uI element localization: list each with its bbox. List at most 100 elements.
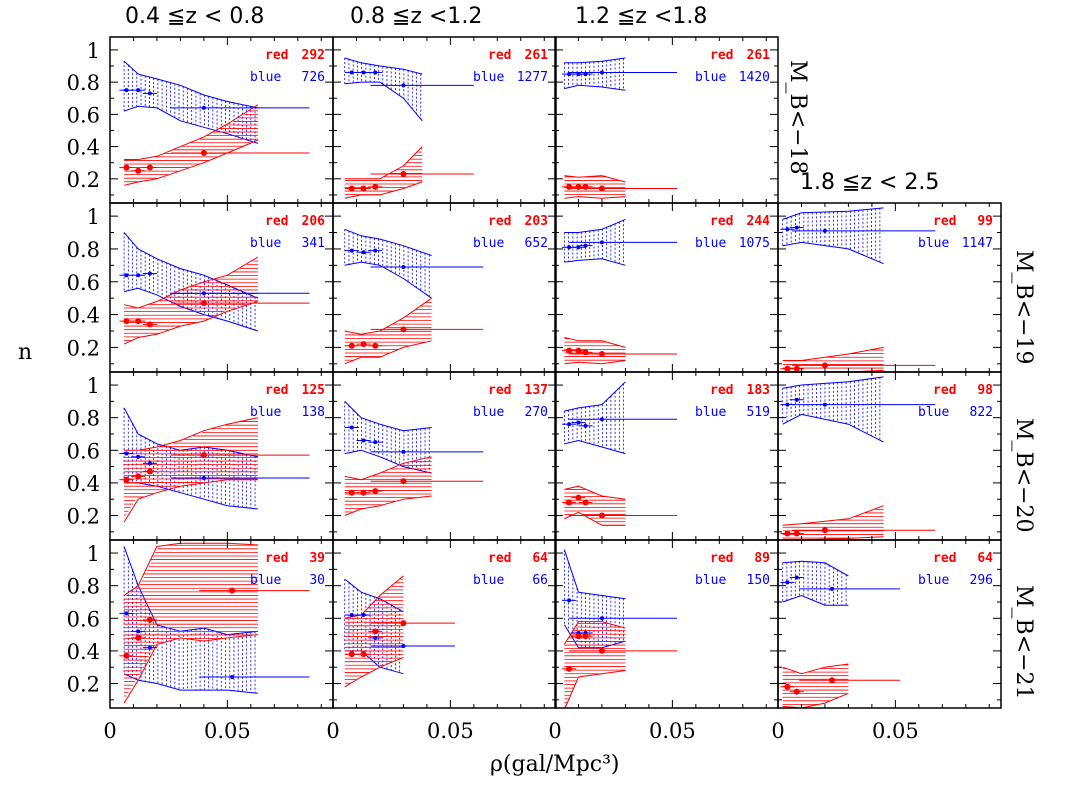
blue-data-point <box>794 575 799 580</box>
red-label: red <box>488 551 511 566</box>
blue-label: blue <box>918 236 949 251</box>
red-data-point <box>566 347 573 354</box>
blue-data-point <box>401 449 406 454</box>
red-data-point <box>372 342 379 349</box>
red-count: 64 <box>532 551 548 566</box>
red-count: 183 <box>747 383 770 398</box>
blue-data-point <box>147 645 152 650</box>
blue-count: 1075 <box>739 236 770 251</box>
red-band-upper <box>782 505 884 526</box>
blue-count: 726 <box>302 70 325 85</box>
red-data-point <box>135 167 142 174</box>
red-label: red <box>933 214 956 229</box>
red-data-point <box>566 665 573 672</box>
red-band <box>344 456 432 516</box>
red-band <box>564 485 626 526</box>
red-band <box>563 621 626 708</box>
red-band-lower <box>123 634 258 704</box>
blue-count: 296 <box>970 573 993 588</box>
blue-data-point <box>794 397 799 402</box>
blue-data-point <box>785 227 790 232</box>
y-tick-label: 0.8 <box>67 575 100 599</box>
blue-label: blue <box>918 573 949 588</box>
red-data-point <box>582 633 589 640</box>
red-data-point <box>582 499 589 506</box>
red-data-point <box>360 341 367 348</box>
red-data-point <box>146 468 153 475</box>
blue-data-point <box>230 675 235 680</box>
red-band-upper <box>344 146 423 180</box>
y-tick-label: 0.2 <box>67 505 100 529</box>
blue-data-point <box>136 454 141 459</box>
blue-data-point <box>349 248 354 253</box>
red-data-point <box>360 185 367 192</box>
red-band-upper <box>124 417 259 451</box>
blue-label: blue <box>695 573 726 588</box>
blue-data-point <box>576 245 581 250</box>
x-tick-label: 0.05 <box>872 719 919 743</box>
x-tick-label: 0.05 <box>427 719 474 743</box>
red-data-point <box>598 647 605 654</box>
x-tick-label: 0 <box>771 719 784 743</box>
blue-data-point <box>361 613 366 618</box>
blue-data-point <box>822 402 827 407</box>
blue-band-lower <box>564 84 626 91</box>
red-count: 261 <box>747 48 771 63</box>
blue-count: 652 <box>525 236 548 251</box>
x-tick-label: 0 <box>103 719 116 743</box>
blue-count: 1420 <box>739 70 770 85</box>
panel-r2-c1 <box>119 232 310 345</box>
panel-r4-c3 <box>562 549 678 708</box>
blue-data-point <box>361 70 366 75</box>
blue-band-upper <box>782 376 884 389</box>
red-data-point <box>200 150 207 157</box>
blue-data-point <box>147 91 152 96</box>
red-data-point <box>566 499 573 506</box>
blue-count: 519 <box>747 405 770 420</box>
panel-r4-c1 <box>119 542 310 704</box>
red-data-point <box>598 512 605 519</box>
red-count: 203 <box>525 214 548 229</box>
red-count: 64 <box>977 551 993 566</box>
blue-band-lower <box>782 413 884 443</box>
blue-data-point <box>576 420 581 425</box>
blue-band-upper <box>564 57 626 64</box>
red-label: red <box>710 48 733 63</box>
blue-count: 822 <box>970 405 993 420</box>
red-band-lower <box>344 340 432 365</box>
panel-r4-c4 <box>780 560 901 708</box>
red-data-point <box>784 530 791 537</box>
panel-frame <box>554 539 779 709</box>
red-data-point <box>360 651 367 658</box>
blue-band <box>123 60 259 144</box>
panel-r1-c2 <box>344 57 474 199</box>
blue-data-point <box>124 273 129 278</box>
red-data-point <box>793 530 800 537</box>
y-tick-label: 0.4 <box>67 640 100 664</box>
blue-data-point <box>401 644 406 649</box>
red-data-point <box>348 342 355 349</box>
red-data-point <box>821 362 828 369</box>
row-label-2: M_B<−19 <box>1011 250 1036 365</box>
red-count: 39 <box>309 551 325 566</box>
panel-frame <box>332 371 557 541</box>
red-data-point <box>135 634 142 641</box>
red-data-point <box>200 300 207 307</box>
red-data-point <box>400 170 407 177</box>
red-data-point <box>123 652 130 659</box>
panel-frame <box>777 202 1002 373</box>
red-band-lower <box>564 360 626 365</box>
panel-r4-c2 <box>344 575 456 688</box>
red-band-lower <box>344 181 423 199</box>
red-band-upper <box>564 337 626 348</box>
blue-label: blue <box>473 573 504 588</box>
red-label: red <box>933 383 956 398</box>
blue-data-point <box>785 402 790 407</box>
blue-band <box>344 401 432 474</box>
blue-band <box>123 232 259 332</box>
y-axis-label: n <box>18 340 33 365</box>
red-count: 125 <box>302 383 325 398</box>
blue-data-point <box>583 243 588 248</box>
blue-band-upper <box>782 207 884 220</box>
